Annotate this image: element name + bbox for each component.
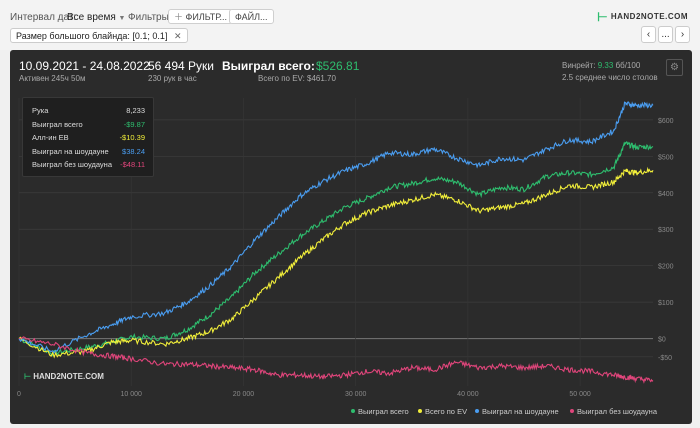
more-button[interactable]: ... [658, 26, 673, 43]
date-interval-value: Все время [67, 12, 116, 23]
ev-total: Всего по EV: $461.70 [258, 74, 336, 83]
won-total-value: $526.81 [316, 59, 360, 73]
y-tick-label: $500 [658, 154, 674, 161]
legend-label: Выиграл всего [358, 407, 409, 416]
prev-button[interactable]: ‹ [641, 26, 656, 43]
y-tick-label: -$50 [658, 355, 672, 362]
avg-tables: 2.5 среднее число столов [562, 73, 658, 82]
legend-marker [418, 409, 422, 413]
date-range: 10.09.2021 - 24.08.2022 [19, 59, 150, 73]
tooltip-row-value: -$9.87 [123, 119, 145, 129]
legend-marker [351, 409, 355, 413]
tooltip-row-value: -$10.39 [119, 133, 145, 142]
winrate: Винрейт: 9.33 бб/100 [562, 61, 640, 70]
toolbar: Интервал дат: Все время ▼ Фильтры: ＋ ФИЛ… [0, 0, 700, 50]
tooltip-row-label: Выиграл без шоудауна [32, 160, 112, 169]
legend-marker [570, 409, 574, 413]
brand-logo: ⊢ HAND2NOTE.COM [597, 10, 688, 24]
filter-chip-label: Размер большого блайнда: [0.1; 0.1] [16, 31, 168, 41]
watermark-icon: ⊢ [24, 372, 34, 381]
x-tick-label: 0 [17, 391, 21, 398]
chevron-down-icon: ▼ [118, 15, 126, 22]
hands-per-hour: 230 рук в час [148, 74, 197, 83]
y-tick-label: $300 [658, 227, 674, 234]
y-tick-label: $400 [658, 191, 674, 198]
logo-icon: ⊢ [597, 10, 609, 24]
legend-label: Выиграл на шоудауне [482, 407, 559, 416]
x-tick-label: 10 000 [121, 391, 143, 398]
next-button[interactable]: › [675, 26, 690, 43]
series-line [18, 100, 654, 354]
watermark: ⊢ HAND2NOTE.COM [24, 372, 104, 381]
tooltip-row-label: Рука [32, 106, 49, 115]
tooltip-row-value: -$48.11 [120, 160, 145, 169]
y-tick-label: $0 [658, 337, 666, 344]
y-tick-label: $200 [658, 264, 674, 271]
won-total-label: Выиграл всего: [222, 59, 315, 73]
x-tick-label: 20 000 [233, 391, 255, 398]
y-tick-label: $600 [658, 118, 674, 125]
active-time: Активен 245ч 50м [19, 74, 86, 83]
legend-marker [475, 409, 479, 413]
legend-label: Всего по EV [425, 407, 467, 416]
chart-panel: 10.09.2021 - 24.08.2022 Активен 245ч 50м… [10, 50, 692, 424]
tooltip: Рука 8,233 Выиграл всего -$9.87 Алл-ин EB -$1… [22, 97, 154, 177]
x-tick-label: 50 000 [569, 391, 591, 398]
winrate-label: Винрейт: [562, 61, 596, 70]
y-tick-label: $100 [658, 300, 674, 307]
tooltip-row-label: Алл-ин EB [32, 133, 69, 142]
series-line [18, 141, 654, 357]
tooltip-row-label: Выиграл всего [32, 119, 83, 129]
x-tick-label: 40 000 [457, 391, 479, 398]
x-tick-label: 30 000 [345, 391, 367, 398]
logo-text: HAND2NOTE.COM [610, 12, 688, 22]
close-icon[interactable]: ✕ [173, 31, 182, 41]
tooltip-row-value: $38.24 [122, 146, 145, 156]
hands-count: 56 494 Руки [148, 59, 214, 73]
tooltip-row-label: Выиграл на шоудауне [32, 146, 109, 156]
winrate-value: 9.33 [597, 61, 614, 70]
filter-chip[interactable]: Размер большого блайнда: [0.1; 0.1] ✕ [10, 28, 188, 43]
plus-icon: ＋ [174, 12, 186, 22]
chart-svg: -$50 $0 $100 $200 $300 $400 $500 $600 0 10 000 20 … [17, 98, 674, 416]
tooltip-row-value: 8,233 [126, 106, 145, 115]
series-line [18, 166, 654, 359]
series-line [19, 336, 654, 384]
legend-label: Выиграл без шоудауна [577, 407, 658, 416]
filters-label: Фильтры: [128, 12, 172, 23]
watermark-text: HAND2NOTE.COM [33, 372, 104, 381]
winrate-unit: бб/100 [615, 61, 641, 70]
date-interval-label: Интервал дат: [10, 12, 77, 23]
gear-icon[interactable]: ⚙ [666, 59, 683, 76]
date-interval-dropdown[interactable]: Все время ▼ [67, 12, 125, 23]
add-filter-button[interactable]: ＋ ФИЛЬТР... [168, 9, 234, 24]
add-filter-label: ФИЛЬТР... [185, 12, 228, 22]
file-button[interactable]: ФАЙЛ... [229, 9, 274, 24]
